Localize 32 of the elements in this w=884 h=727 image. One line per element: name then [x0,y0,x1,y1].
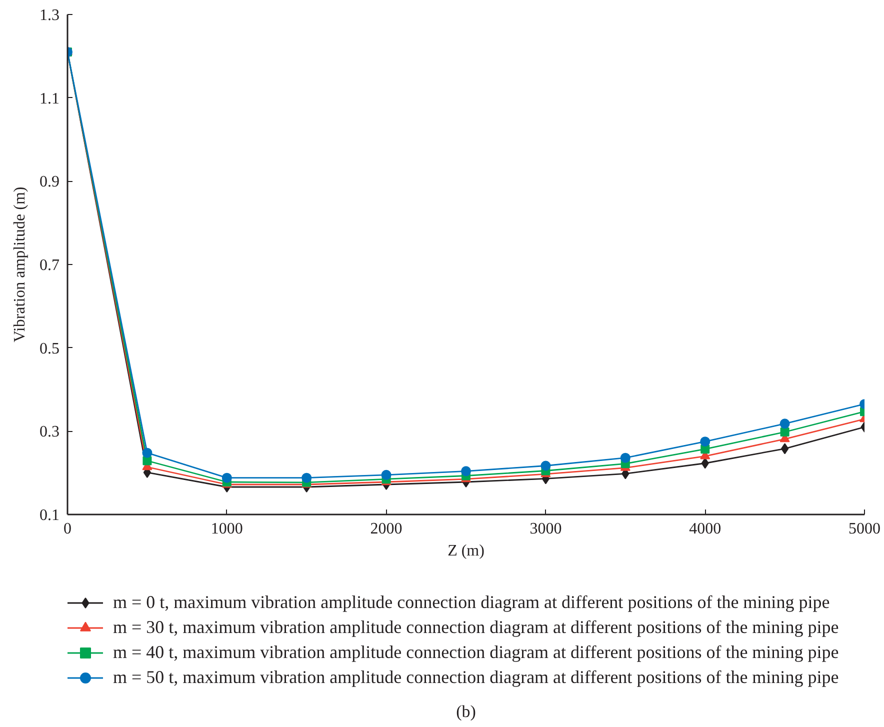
y-tick-label: 0.5 [40,340,60,358]
point [302,472,312,483]
point [780,418,790,429]
y-tick-label: 1.3 [40,7,60,24]
point [780,428,790,436]
point [700,436,710,447]
y-tick-label: 0.3 [40,424,60,441]
point [381,470,392,480]
y-tick-label: 1.1 [40,90,60,108]
legend-label: m = 50 t, maximum vibration amplitude connection diagram at different positions of the mining pipe [113,666,839,689]
y-tick-label: 0.7 [40,257,60,274]
y-axis-title: Vibration amplitude (m) [12,186,28,342]
x-tick-label: 3000 [530,520,562,538]
text: (b) [456,702,476,722]
legend-label: m = 30 t, maximum vibration amplitude connection diagram at different positions of the mining pipe [113,616,839,639]
x-tick-label: 1000 [210,520,243,538]
point [620,452,630,463]
legend-label: m = 0 t, maximum vibration amplitude connection diagram at different positions of the mining pipe [113,591,830,614]
x-tick-label: 0 [64,520,72,538]
y-tick-label: 0.1 [40,507,60,524]
x-tick-label: 4000 [689,520,722,538]
point [142,448,152,458]
point [142,456,152,466]
x-tick-label: 2000 [370,520,402,538]
y-tick-label: 0.9 [40,174,60,191]
point [780,443,789,454]
legend-label: m = 40 t, maximum vibration amplitude connection diagram at different positions of the mining pipe [113,641,839,664]
point [461,466,471,476]
point [540,460,551,471]
x-tick-label: 5000 [848,520,880,538]
x-axis-title: Z (m) [448,542,484,560]
point [222,472,232,483]
